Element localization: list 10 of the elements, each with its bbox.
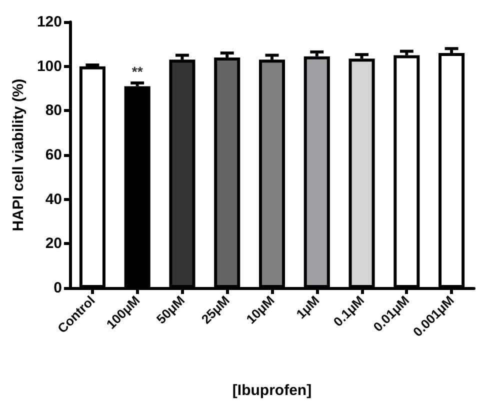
y-tick-label: 100 xyxy=(36,58,62,75)
x-axis-title: [Ibuprofen] xyxy=(232,382,312,399)
y-tick-label: 40 xyxy=(45,190,62,208)
y-tick-label: 20 xyxy=(45,235,62,252)
y-tick-label: 80 xyxy=(45,102,62,120)
y-axis-title: HAPI cell viability (%) xyxy=(10,78,28,232)
y-tick-label: 0 xyxy=(54,280,62,296)
y-tick-label: 120 xyxy=(36,14,62,30)
annotation: ** xyxy=(132,64,144,80)
y-tick-label: 60 xyxy=(45,146,62,164)
